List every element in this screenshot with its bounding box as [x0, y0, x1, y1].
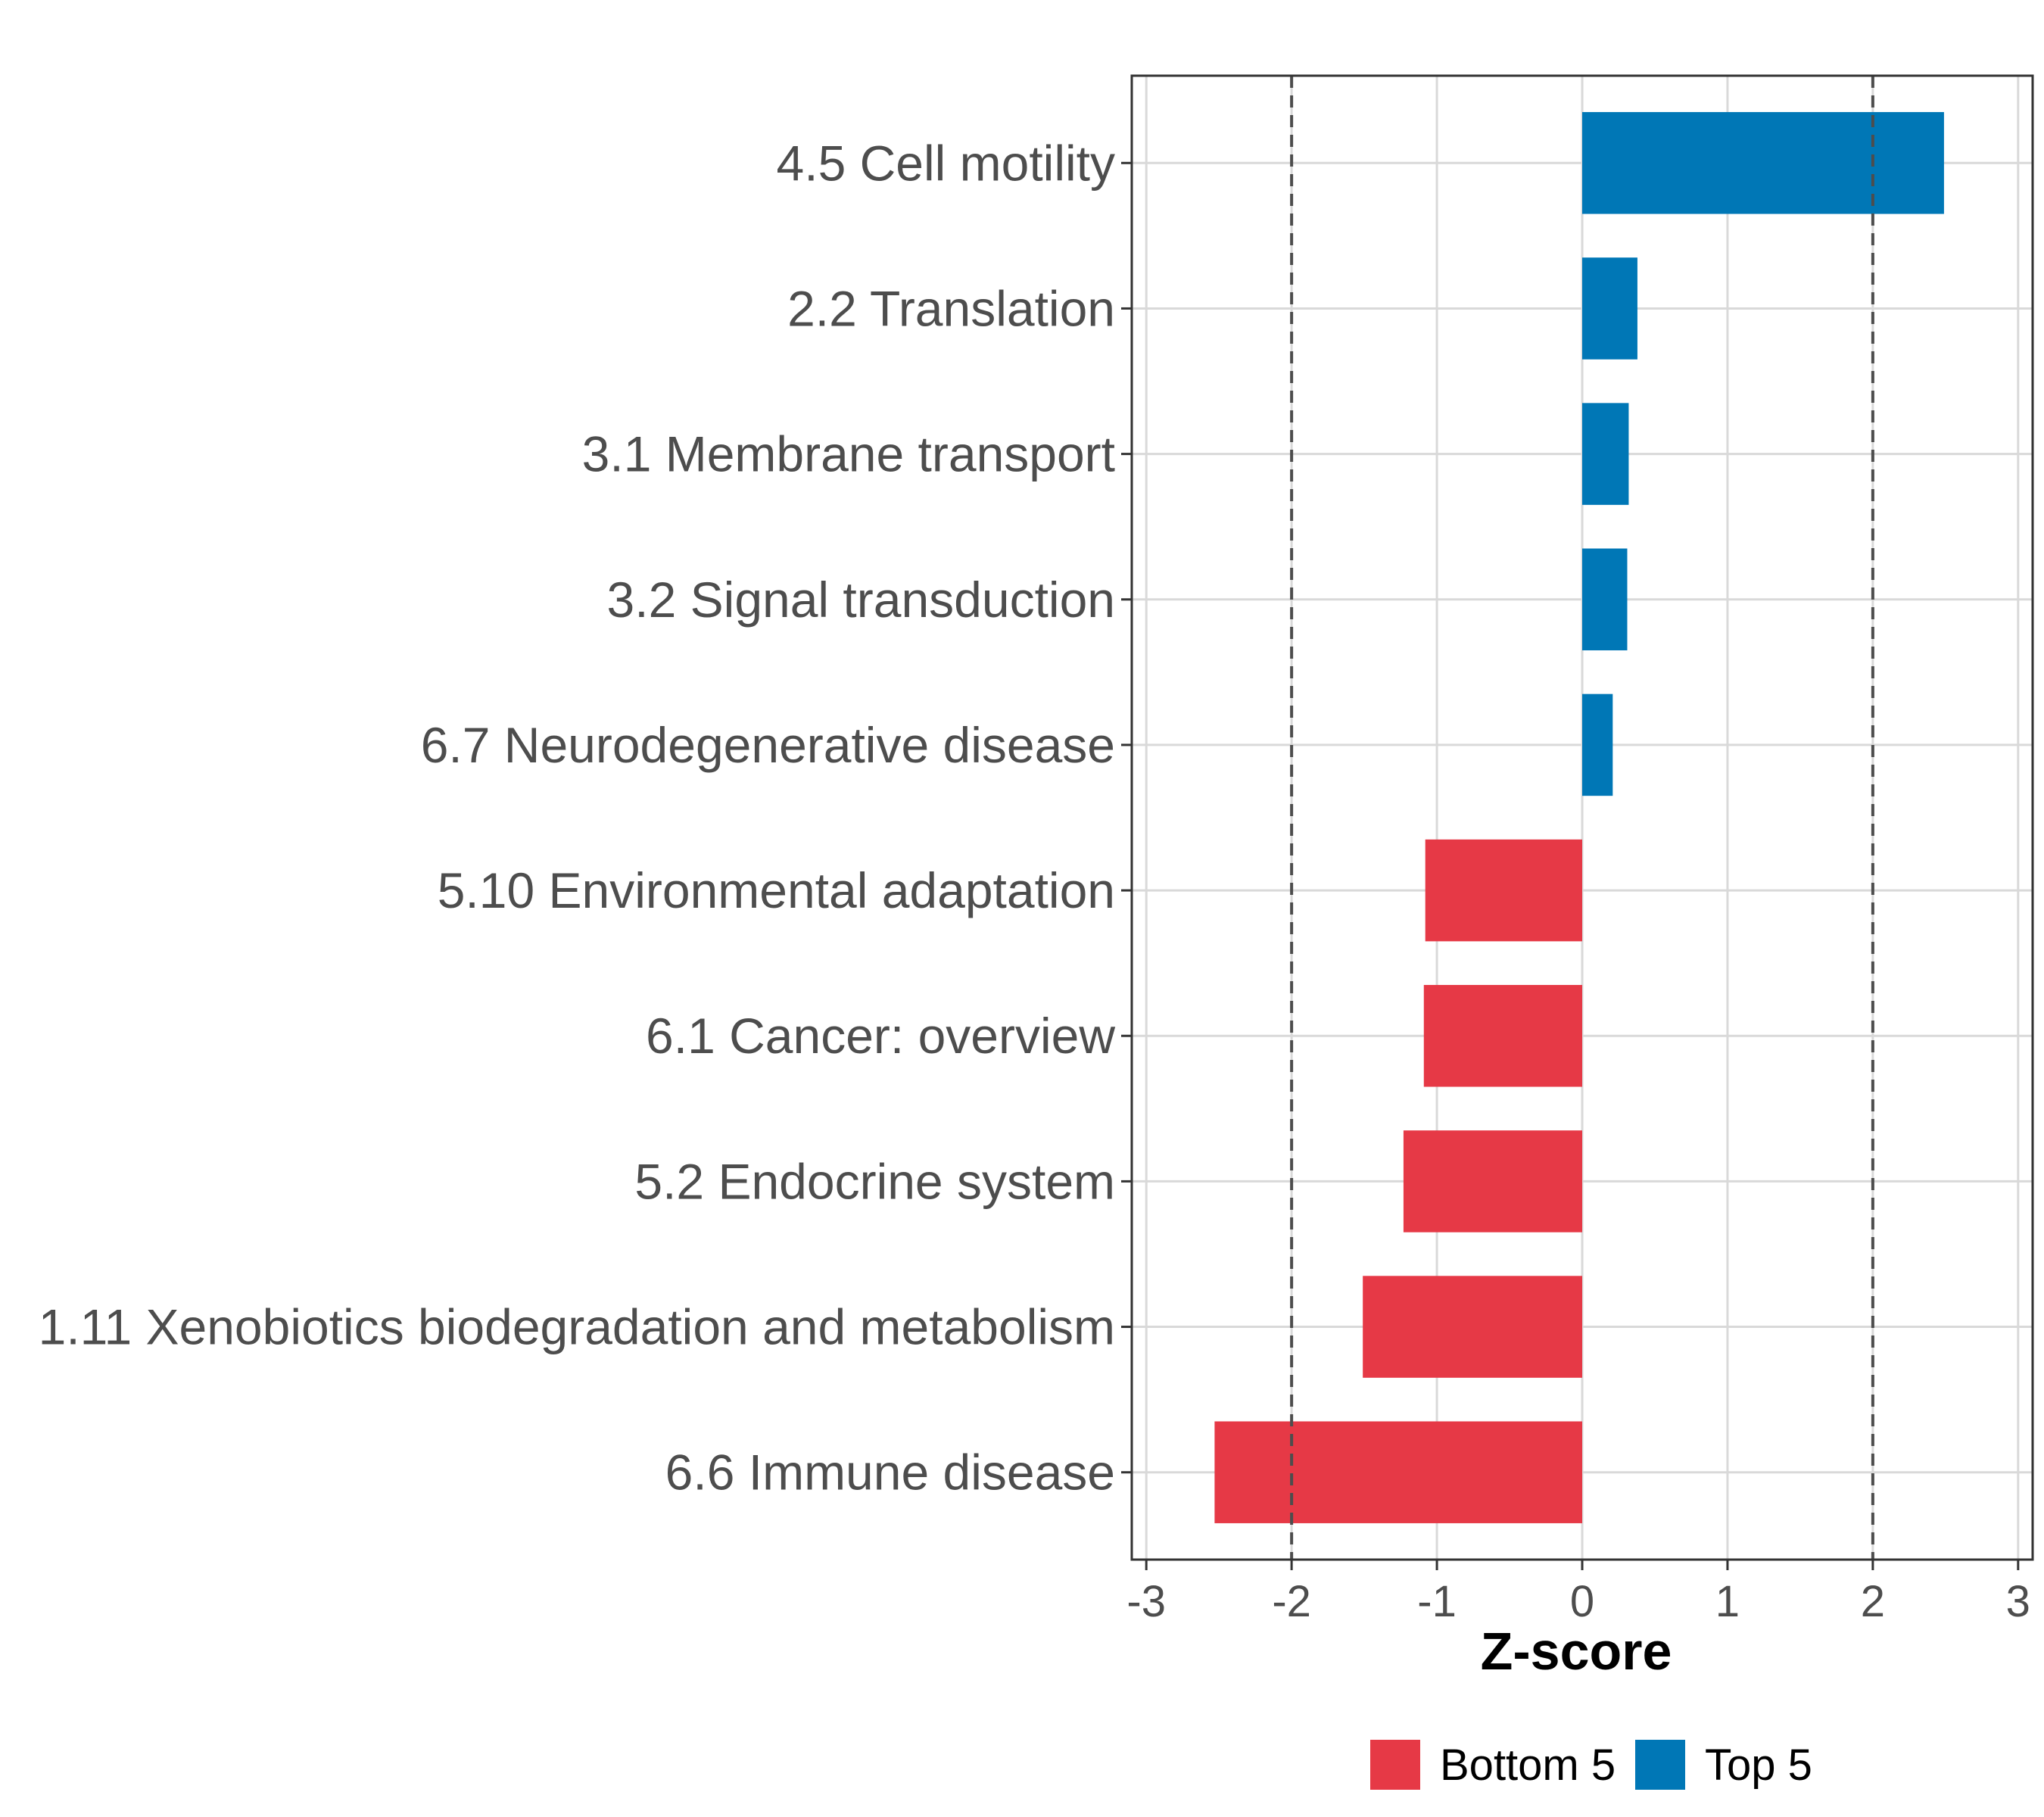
legend-label: Bottom 5 — [1440, 1741, 1616, 1790]
x-tick-label: 1 — [1715, 1577, 1740, 1626]
category-label: 1.11 Xenobiotics biodegradation and meta… — [39, 1299, 1115, 1355]
x-axis: -3 -2 -1 0 1 2 3 — [1126, 1560, 2030, 1626]
legend-label: Top 5 — [1705, 1741, 1812, 1790]
bar — [1423, 984, 1582, 1087]
y-axis: 4.5 Cell motility 2.2 Translation 3.1 Memb… — [39, 135, 1132, 1501]
bar — [1582, 403, 1629, 505]
x-tick-label: -3 — [1126, 1577, 1166, 1626]
bar — [1425, 839, 1582, 942]
bar-layer — [1214, 112, 1944, 1523]
x-tick-label: 0 — [1570, 1577, 1594, 1626]
category-label: 5.10 Environmental adaptation — [438, 862, 1115, 918]
x-axis-title: Z-score — [1481, 1622, 1672, 1681]
bar — [1582, 693, 1613, 796]
bar — [1582, 112, 1944, 214]
legend: Bottom 5 Top 5 — [1370, 1740, 1812, 1790]
x-tick-label: -1 — [1417, 1577, 1457, 1626]
legend-swatch — [1635, 1740, 1685, 1790]
category-label: 6.6 Immune disease — [665, 1445, 1115, 1501]
bar — [1214, 1421, 1582, 1523]
legend-swatch — [1370, 1740, 1420, 1790]
category-label: 4.5 Cell motility — [777, 135, 1115, 191]
category-label: 6.7 Neurodegenerative disease — [421, 717, 1115, 773]
bar — [1582, 548, 1628, 651]
category-label: 2.2 Translation — [787, 280, 1115, 336]
x-tick-label: 2 — [1861, 1577, 1885, 1626]
category-label: 5.2 Endocrine system — [634, 1153, 1115, 1209]
bar — [1582, 257, 1637, 360]
bar — [1363, 1276, 1582, 1378]
bar — [1403, 1130, 1582, 1233]
category-label: 3.2 Signal transduction — [607, 572, 1115, 628]
x-tick-label: -2 — [1272, 1577, 1311, 1626]
x-tick-label: 3 — [2006, 1577, 2030, 1626]
category-label: 3.1 Membrane transport — [582, 426, 1115, 482]
reference-line-layer — [1290, 76, 1874, 1560]
category-label: 6.1 Cancer: overview — [646, 1008, 1115, 1064]
